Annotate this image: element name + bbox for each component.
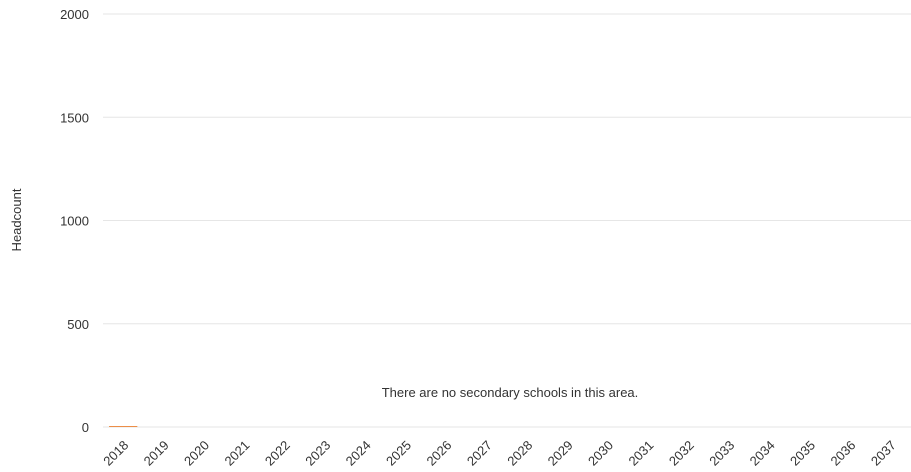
x-tick-label: 2033 <box>706 438 737 469</box>
x-tick-label: 2034 <box>747 438 778 469</box>
no-data-message: There are no secondary schools in this a… <box>382 385 639 400</box>
y-tick-label: 500 <box>67 317 89 332</box>
y-tick-label: 2000 <box>60 7 89 22</box>
x-tick-label: 2036 <box>827 438 858 469</box>
gridlines <box>103 13 911 428</box>
x-tick-label: 2031 <box>625 438 656 469</box>
x-tick-label: 2024 <box>343 438 374 469</box>
x-tick-label: 2019 <box>141 438 172 469</box>
x-tick-label: 2023 <box>302 438 333 469</box>
x-tick-label: 2026 <box>423 438 454 469</box>
x-axis-ticks: 2018 2019 2020 2021 2022 2023 2024 2025 2026 2027… <box>100 438 899 469</box>
x-tick-label: 2020 <box>181 438 212 469</box>
x-tick-label: 2021 <box>221 438 252 469</box>
y-tick-label: 1000 <box>60 214 89 229</box>
y-tick-label: 0 <box>82 420 89 435</box>
x-tick-label: 2022 <box>262 438 293 469</box>
y-tick-label: 1500 <box>60 110 89 125</box>
y-axis-title: Headcount <box>9 188 24 251</box>
x-tick-label: 2037 <box>868 438 899 469</box>
bars <box>109 426 138 427</box>
x-tick-label: 2025 <box>383 438 414 469</box>
x-tick-label: 2032 <box>666 438 697 469</box>
x-tick-label: 2029 <box>545 438 576 469</box>
y-axis-ticks: 0 500 1000 1500 2000 <box>60 7 89 435</box>
x-tick-label: 2035 <box>787 438 818 469</box>
x-tick-label: 2018 <box>100 438 131 469</box>
x-tick-label: 2030 <box>585 438 616 469</box>
bar-2018 <box>109 426 138 427</box>
x-tick-label: 2027 <box>464 438 495 469</box>
x-tick-label: 2028 <box>504 438 535 469</box>
